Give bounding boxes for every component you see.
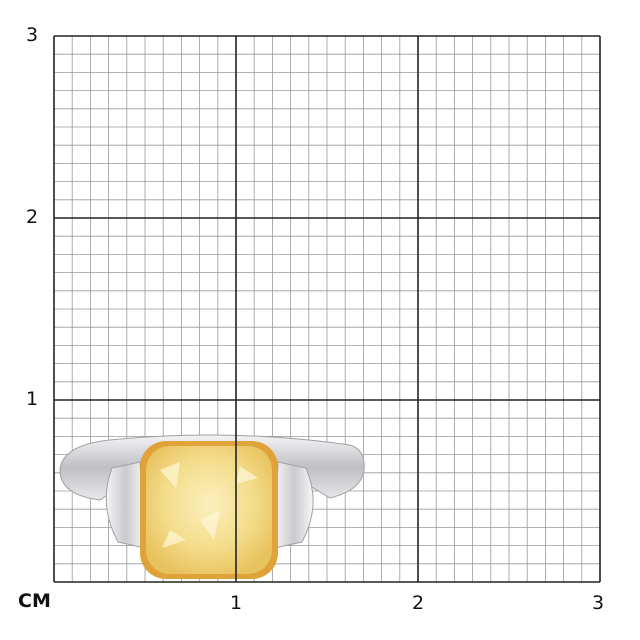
- x-tick-label: 1: [230, 592, 243, 614]
- unit-label: CM: [18, 590, 51, 612]
- center-stone: [146, 446, 272, 574]
- y-tick-label: 2: [26, 206, 39, 228]
- major-grid-lines: [53, 35, 601, 583]
- y-tick-label: 1: [26, 388, 39, 410]
- side-stone-right: [274, 461, 314, 549]
- x-tick-label: 2: [412, 592, 425, 614]
- ring-image: [59, 434, 365, 579]
- side-stone-left: [105, 461, 146, 549]
- x-tick-label: 3: [592, 592, 605, 614]
- y-tick-label: 3: [26, 24, 39, 46]
